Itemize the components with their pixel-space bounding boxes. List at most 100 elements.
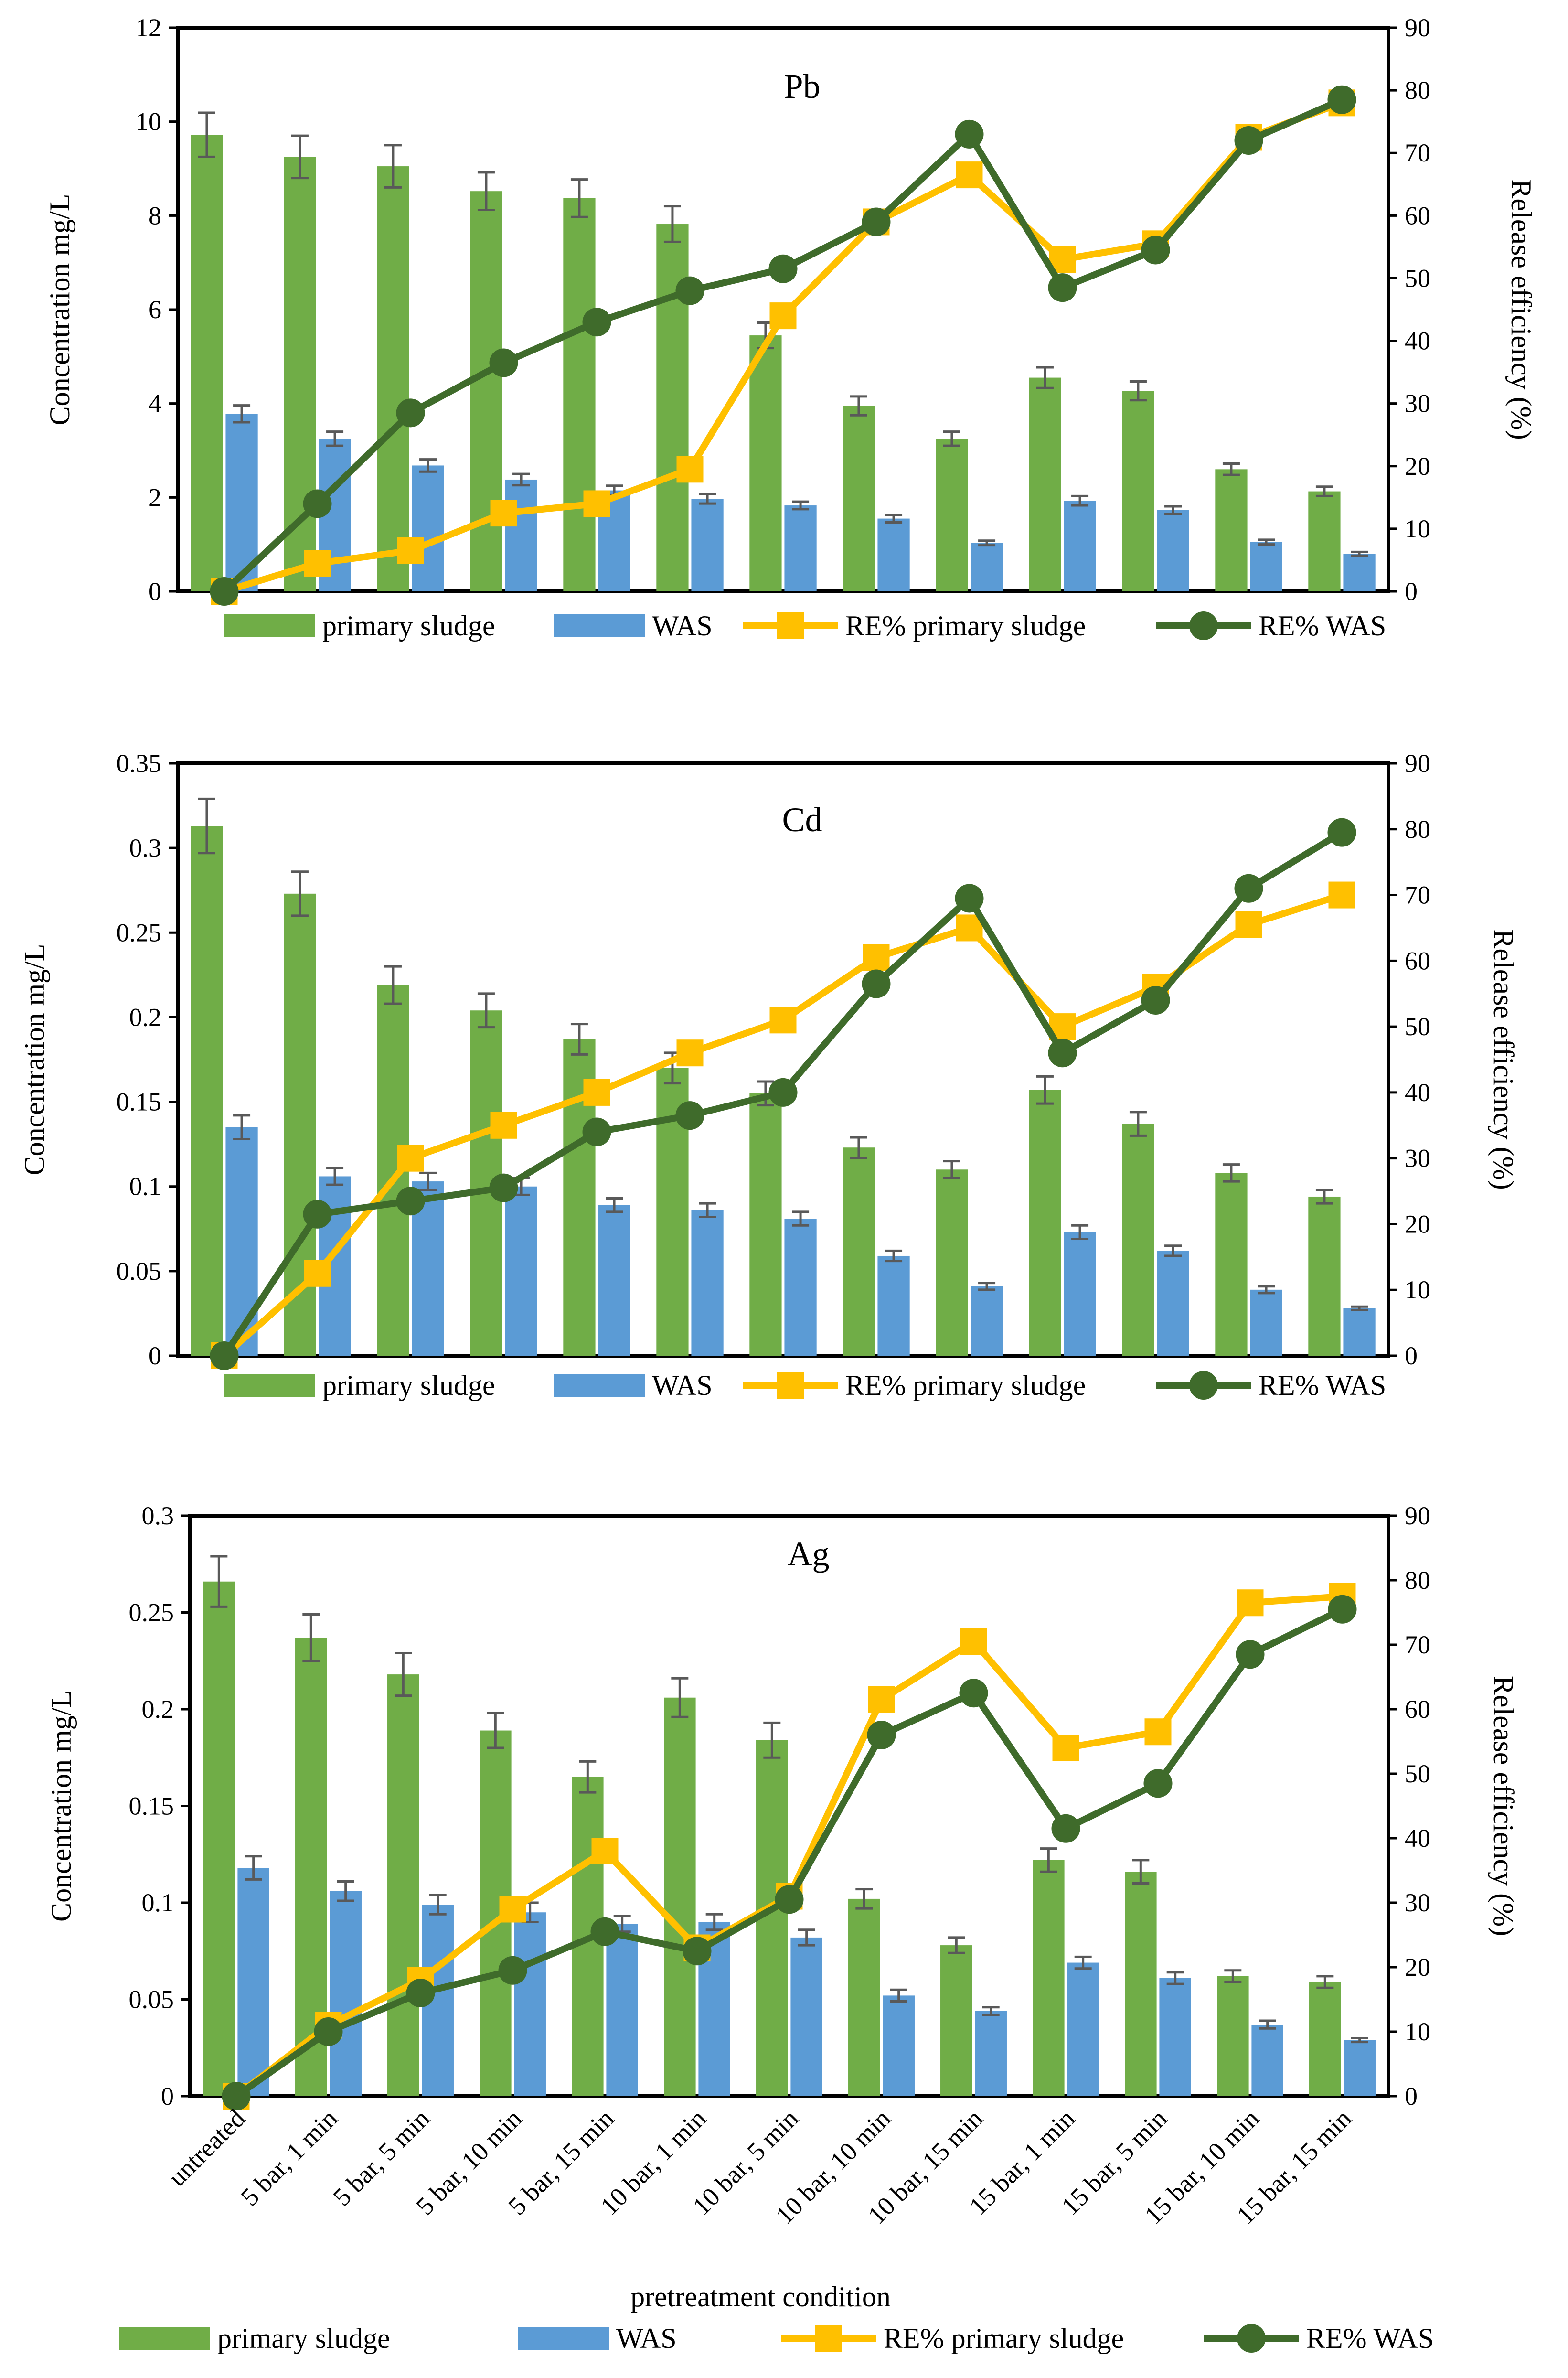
legend-label: RE% WAS <box>1259 1370 1386 1401</box>
primary-sludge-bar <box>843 406 875 591</box>
y-tick-label: 6 <box>149 295 161 324</box>
legend-label: WAS <box>652 610 713 642</box>
re-was-point <box>683 1937 712 1966</box>
re-was-point <box>1141 236 1170 265</box>
y-tick-label: 0.2 <box>142 1695 174 1724</box>
y2-tick-label: 70 <box>1405 139 1430 167</box>
was-bar <box>606 1924 638 2096</box>
re-primary-sludge-point <box>1052 1735 1079 1761</box>
primary-sludge-bar <box>563 198 596 591</box>
re-primary-sludge-point <box>397 537 424 564</box>
primary-sludge-bar <box>1125 1872 1157 2096</box>
primary-sludge-bar <box>1029 1090 1061 1356</box>
legend-marker <box>1237 2324 1266 2353</box>
y-tick-label: 0.05 <box>129 1985 174 2014</box>
y2-tick-label: 20 <box>1405 1210 1430 1238</box>
re-was-point <box>1234 874 1263 903</box>
re-primary-sludge-point <box>769 1007 797 1034</box>
re-was-point <box>1141 986 1170 1015</box>
was-bar <box>877 1255 910 1356</box>
re-was-point <box>222 2082 251 2110</box>
y2-tick-label: 80 <box>1405 76 1430 105</box>
re-primary-sludge-point <box>1328 881 1355 909</box>
y2-tick-label: 20 <box>1405 1953 1430 1982</box>
primary-sludge-bar <box>470 191 502 591</box>
re-primary-sludge-point <box>583 1079 610 1106</box>
y-tick-label: 2 <box>149 483 161 512</box>
y2-tick-label: 90 <box>1405 749 1430 778</box>
y2-tick-label: 30 <box>1405 1888 1430 1917</box>
y-axis-title: Concentration mg/L <box>44 194 75 426</box>
y2-tick-label: 60 <box>1405 946 1430 975</box>
chart-pb: 0 2 4 6 8 10 12 0 10 20 30 40 50 60 70 80 90 Concentratio… <box>44 13 1537 642</box>
plot-area-border <box>176 761 1390 1358</box>
re-was-point <box>1236 1640 1265 1669</box>
x-category-label: untreated <box>162 2104 250 2192</box>
re-was-point <box>489 348 518 377</box>
y-tick-label: 0 <box>149 1341 161 1370</box>
y2-tick-label: 50 <box>1405 1012 1430 1041</box>
re-was-point <box>406 1979 435 2007</box>
y-tick-label: 8 <box>149 201 161 230</box>
was-bar <box>225 1127 258 1356</box>
y2-tick-label: 60 <box>1405 1695 1430 1724</box>
legend-swatch <box>224 614 315 637</box>
re-was-point <box>867 1721 896 1749</box>
y-tick-label: 0.25 <box>117 918 162 947</box>
was-bar <box>237 1868 269 2096</box>
was-bar <box>505 1186 537 1356</box>
chart-title: Pb <box>784 67 820 106</box>
y2-tick-label: 70 <box>1405 881 1430 910</box>
re-primary-sludge-point <box>769 302 797 330</box>
was-bar <box>975 2011 1007 2096</box>
re-primary-sludge-point <box>304 1260 331 1287</box>
y-tick-label: 12 <box>136 13 161 42</box>
re-was-point <box>1327 818 1356 847</box>
legend-marker <box>1189 1371 1218 1400</box>
re-was-point <box>1234 126 1263 155</box>
y-tick-label: 0.35 <box>117 749 162 778</box>
re-primary-sludge-point <box>1144 1718 1172 1746</box>
re-was-point <box>1048 1039 1077 1068</box>
was-bar <box>1064 1232 1096 1356</box>
was-bar <box>877 518 910 591</box>
re-was-point <box>314 2017 343 2046</box>
re-primary-sludge-point <box>960 1628 987 1655</box>
re-primary-sludge-point <box>863 944 890 971</box>
y2-tick-label: 30 <box>1405 1144 1430 1173</box>
re-was-point <box>675 1101 704 1130</box>
primary-sludge-bar <box>1033 1860 1065 2096</box>
was-bar <box>784 1219 817 1356</box>
y2-tick-label: 50 <box>1405 1759 1430 1788</box>
re-primary-sludge-point <box>397 1145 424 1172</box>
primary-sludge-bar <box>1122 391 1154 591</box>
re-primary-sludge-point <box>583 490 610 517</box>
re-primary-sludge-point <box>676 1039 704 1067</box>
was-bar <box>1159 1978 1191 2096</box>
chart-ag: 0 0.05 0.1 0.15 0.2 0.25 0.3 0 10 20 30 40 50 60 70 80 9… <box>45 1501 1519 2354</box>
was-bar <box>1064 501 1096 591</box>
y2-axis-title: Release efficiency (%) <box>1488 1676 1519 1936</box>
y-axis-title: Concentration mg/L <box>45 1690 77 1922</box>
re-was-point <box>955 119 984 149</box>
re-primary-sludge-point <box>304 550 331 577</box>
y-tick-label: 0.25 <box>129 1598 174 1627</box>
legend-label: primary sludge <box>217 2323 390 2354</box>
re-was-point <box>590 1917 619 1946</box>
y2-tick-label: 50 <box>1405 264 1430 292</box>
y-tick-label: 0.3 <box>129 834 162 862</box>
y2-tick-label: 80 <box>1405 815 1430 844</box>
legend-marker <box>1189 611 1218 640</box>
was-bar <box>1343 554 1376 591</box>
re-was-point <box>862 207 891 236</box>
re-was-point <box>768 254 798 283</box>
y2-tick-label: 0 <box>1405 1341 1418 1370</box>
y2-tick-label: 10 <box>1405 1275 1430 1304</box>
y2-tick-label: 0 <box>1405 2082 1418 2110</box>
y2-axis-title: Release efficiency (%) <box>1505 179 1537 439</box>
y2-tick-label: 20 <box>1405 452 1430 481</box>
y-tick-label: 0.2 <box>129 1003 162 1031</box>
was-bar <box>1157 510 1189 591</box>
primary-sludge-bar <box>1308 1196 1341 1356</box>
